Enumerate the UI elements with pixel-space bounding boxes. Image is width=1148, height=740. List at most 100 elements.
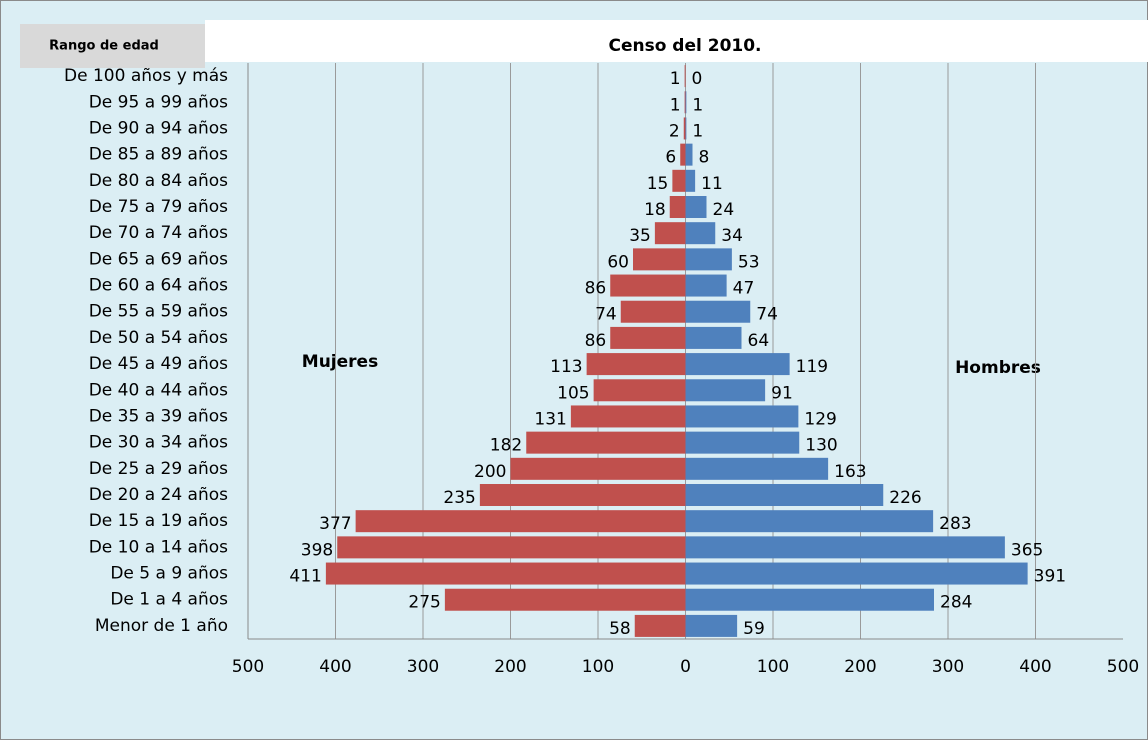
bar: [337, 536, 686, 559]
bar: [610, 274, 686, 297]
data-label: 129: [804, 409, 836, 429]
axis-label: Rango de edad: [49, 39, 159, 54]
y-tick-label: De 85 a 89 años: [89, 145, 228, 165]
bar: [684, 65, 686, 88]
data-label: 283: [939, 514, 971, 534]
data-label: 6: [665, 148, 676, 168]
data-label: 235: [443, 488, 475, 508]
data-label: 86: [585, 331, 607, 351]
bar: [685, 457, 829, 480]
bar: [586, 353, 686, 376]
data-label: 1: [670, 95, 681, 115]
data-label: 34: [721, 226, 743, 246]
bar: [685, 143, 693, 166]
data-label: 182: [490, 436, 522, 456]
y-tick-label: Menor de 1 año: [95, 616, 228, 636]
data-label: 226: [889, 488, 921, 508]
series-label: Mujeres: [302, 352, 378, 372]
x-tick-label: 300: [407, 657, 439, 677]
data-label: 0: [692, 69, 703, 89]
bar: [685, 326, 742, 349]
data-label: 11: [701, 174, 723, 194]
bar: [633, 248, 686, 271]
bar: [610, 326, 686, 349]
bar: [685, 300, 751, 323]
bar: [685, 117, 687, 140]
data-label: 119: [796, 357, 828, 377]
data-label: 74: [756, 305, 778, 325]
bar: [672, 169, 686, 192]
y-tick-label: De 40 a 44 años: [89, 380, 228, 400]
bar: [685, 562, 1028, 585]
bar: [685, 222, 716, 245]
bar: [510, 457, 686, 480]
bar: [683, 117, 686, 140]
data-label: 200: [474, 462, 506, 482]
bar: [680, 143, 686, 166]
bar: [685, 353, 790, 376]
bar: [620, 300, 686, 323]
y-tick-label: De 70 a 74 años: [89, 223, 228, 243]
bar: [685, 379, 766, 402]
data-label: 130: [805, 436, 837, 456]
data-label: 86: [585, 279, 607, 299]
bar: [570, 405, 686, 428]
bar: [685, 405, 799, 428]
bar: [685, 614, 738, 637]
y-tick-label: De 35 a 39 años: [89, 406, 228, 426]
bar: [685, 431, 800, 454]
data-label: 35: [629, 226, 651, 246]
label-box: [20, 24, 205, 68]
bar: [685, 588, 934, 611]
data-label: 58: [609, 619, 631, 639]
y-tick-label: De 50 a 54 años: [89, 328, 228, 348]
bar: [526, 431, 686, 454]
data-label: 365: [1011, 540, 1043, 560]
data-label: 398: [301, 540, 333, 560]
y-tick-label: De 65 a 69 años: [89, 249, 228, 269]
data-label: 24: [713, 200, 735, 220]
bar: [325, 562, 686, 585]
x-tick-label: 400: [1019, 657, 1051, 677]
y-tick-label: De 1 a 4 años: [110, 590, 228, 610]
bar: [685, 536, 1005, 559]
data-label: 47: [733, 279, 755, 299]
data-label: 91: [771, 383, 793, 403]
y-tick-label: De 5 a 9 años: [110, 564, 228, 584]
y-tick-label: De 25 a 29 años: [89, 459, 228, 479]
title-strip: [205, 20, 1148, 62]
y-tick-label: De 100 años y más: [64, 66, 228, 86]
x-tick-label: 200: [844, 657, 876, 677]
x-tick-label: 500: [1107, 657, 1139, 677]
bar: [685, 274, 727, 297]
y-tick-label: De 75 a 79 años: [89, 197, 228, 217]
y-tick-label: De 80 a 84 años: [89, 171, 228, 191]
data-label: 163: [834, 462, 866, 482]
bar: [685, 484, 884, 506]
bar: [444, 588, 686, 611]
bar: [685, 510, 934, 533]
data-label: 74: [595, 305, 617, 325]
y-tick-label: De 60 a 64 años: [89, 276, 228, 296]
data-label: 2: [669, 121, 680, 141]
data-label: 15: [647, 174, 669, 194]
bar: [654, 222, 686, 245]
data-label: 8: [699, 148, 710, 168]
bar: [685, 91, 687, 114]
bar: [669, 196, 686, 218]
data-label: 391: [1034, 567, 1066, 587]
x-tick-label: 400: [319, 657, 351, 677]
y-tick-label: De 30 a 34 años: [89, 433, 228, 453]
bar: [593, 379, 686, 402]
x-tick-label: 100: [582, 657, 614, 677]
data-label: 284: [940, 593, 972, 613]
bar: [634, 614, 686, 637]
data-label: 131: [534, 409, 566, 429]
data-label: 411: [289, 567, 321, 587]
data-label: 377: [319, 514, 351, 534]
x-tick-label: 0: [680, 657, 691, 677]
y-tick-label: De 90 a 94 años: [89, 118, 228, 138]
bar: [684, 91, 686, 114]
x-tick-label: 500: [232, 657, 264, 677]
